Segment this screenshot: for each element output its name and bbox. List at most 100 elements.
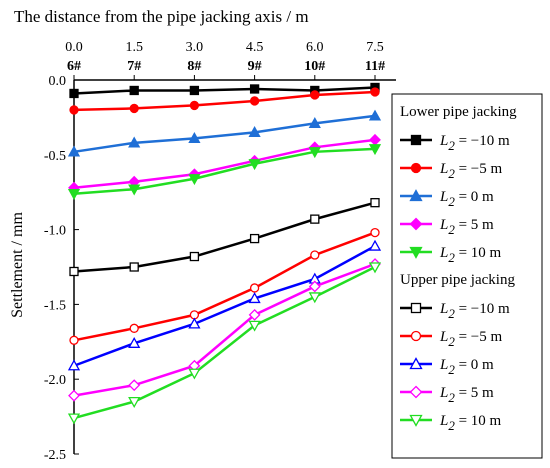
diamond-marker bbox=[409, 217, 423, 231]
x-tick-label: 6.0 bbox=[306, 40, 324, 55]
diamond-marker bbox=[128, 379, 141, 392]
triangle-down-marker bbox=[409, 414, 423, 427]
legend-label: L2 = −5 m bbox=[439, 329, 503, 349]
triangle-down-marker bbox=[248, 320, 261, 332]
series-line bbox=[73, 90, 376, 112]
pipe-label: 7# bbox=[127, 59, 141, 74]
series-0-3 bbox=[68, 133, 381, 194]
circle-marker bbox=[189, 100, 200, 111]
legend-label: L2 = 5 m bbox=[439, 217, 494, 237]
triangle-up-marker bbox=[368, 239, 382, 251]
diamond-marker bbox=[308, 280, 321, 293]
diamond-marker bbox=[248, 308, 261, 321]
x-tick-label: 0.0 bbox=[65, 40, 83, 55]
pipe-label: 10# bbox=[304, 59, 325, 74]
x-tick-label: 4.5 bbox=[246, 40, 264, 55]
square-marker bbox=[310, 214, 320, 224]
triangle-up-marker bbox=[248, 126, 261, 138]
square-marker bbox=[69, 88, 79, 99]
legend-label: L2 = 0 m bbox=[439, 357, 494, 377]
circle-marker bbox=[249, 283, 260, 293]
triangle-up-marker bbox=[409, 357, 423, 370]
square-marker bbox=[189, 85, 200, 96]
circle-marker bbox=[310, 90, 320, 100]
circle-marker bbox=[129, 323, 139, 333]
diamond-marker bbox=[68, 389, 80, 402]
circle-marker bbox=[370, 227, 380, 238]
legend-label: L2 = 10 m bbox=[439, 245, 502, 265]
triangle-down-marker bbox=[409, 246, 423, 259]
y-ticks: 0.0 -0.5 -1.0 -1.5 -2.0 -2.5 bbox=[44, 74, 79, 463]
series-line bbox=[73, 138, 376, 189]
triangle-up-marker bbox=[248, 292, 261, 304]
series-line bbox=[73, 262, 376, 397]
triangle-down-marker bbox=[67, 189, 81, 201]
legend-label: L2 = 5 m bbox=[439, 385, 494, 405]
triangle-down-marker bbox=[188, 174, 201, 186]
series-1-1 bbox=[69, 227, 380, 345]
triangle-up-marker bbox=[308, 117, 321, 129]
diamond-marker bbox=[369, 133, 381, 146]
pipe-label: 9# bbox=[248, 59, 262, 74]
triangle-up-marker bbox=[188, 317, 201, 329]
square-marker bbox=[249, 84, 260, 94]
series-1-2 bbox=[67, 239, 382, 371]
x-tick-label: 1.5 bbox=[125, 40, 143, 55]
series-layer bbox=[67, 82, 382, 425]
square-marker bbox=[129, 85, 139, 96]
triangle-down-marker bbox=[368, 262, 382, 274]
y-tick-label: -0.5 bbox=[44, 149, 66, 164]
x-tick-label: 3.0 bbox=[186, 40, 204, 55]
triangle-down-marker bbox=[308, 147, 321, 159]
triangle-up-marker bbox=[67, 359, 81, 371]
triangle-up-marker bbox=[188, 132, 201, 143]
chart-title: The distance from the pipe jacking axis … bbox=[14, 7, 309, 26]
series-0-0 bbox=[69, 82, 380, 99]
diamond-marker bbox=[409, 385, 423, 399]
series-1-0 bbox=[69, 198, 380, 277]
series-line bbox=[73, 244, 376, 367]
circle-marker bbox=[129, 103, 139, 114]
y-tick-label: -1.0 bbox=[44, 224, 66, 239]
triangle-down-marker bbox=[128, 184, 141, 196]
x-tick-label: 7.5 bbox=[366, 40, 384, 55]
circle-marker bbox=[69, 105, 79, 115]
y-tick-label: -1.5 bbox=[44, 298, 66, 313]
y-tick-label: 0.0 bbox=[49, 74, 67, 89]
series-1-4 bbox=[67, 262, 382, 425]
series-0-2 bbox=[67, 109, 382, 157]
series-line bbox=[73, 114, 376, 154]
triangle-down-marker bbox=[368, 144, 382, 156]
legend-label: L2 = −5 m bbox=[439, 161, 503, 181]
series-1-3 bbox=[68, 258, 381, 402]
series-0-1 bbox=[69, 87, 380, 115]
square-marker bbox=[410, 134, 422, 146]
triangle-up-marker bbox=[368, 109, 382, 121]
series-line bbox=[73, 147, 376, 195]
circle-marker bbox=[370, 87, 380, 97]
square-marker bbox=[189, 251, 200, 262]
triangle-down-marker bbox=[67, 413, 81, 425]
circle-marker bbox=[410, 162, 422, 174]
series-line bbox=[73, 265, 376, 420]
circle-marker bbox=[69, 335, 79, 345]
square-marker bbox=[370, 198, 380, 208]
y-axis-label: Settlement / mm bbox=[9, 212, 26, 318]
series-line bbox=[73, 86, 376, 95]
square-marker bbox=[69, 266, 79, 277]
series-line bbox=[73, 231, 376, 342]
square-marker bbox=[249, 233, 260, 244]
square-marker bbox=[129, 262, 139, 272]
legend-label: L2 = −10 m bbox=[439, 133, 510, 153]
series-0-4 bbox=[67, 144, 382, 201]
triangle-up-marker bbox=[128, 336, 141, 348]
pipe-label: 6# bbox=[67, 59, 81, 74]
legend-label: L2 = 10 m bbox=[439, 413, 502, 433]
series-line bbox=[73, 201, 376, 273]
legend-label: L2 = 0 m bbox=[439, 189, 494, 209]
triangle-down-marker bbox=[248, 159, 261, 171]
triangle-down-marker bbox=[308, 292, 321, 304]
pipe-label: 8# bbox=[187, 59, 201, 74]
y-tick-label: -2.5 bbox=[44, 448, 66, 463]
pipe-label: 11# bbox=[365, 59, 385, 74]
